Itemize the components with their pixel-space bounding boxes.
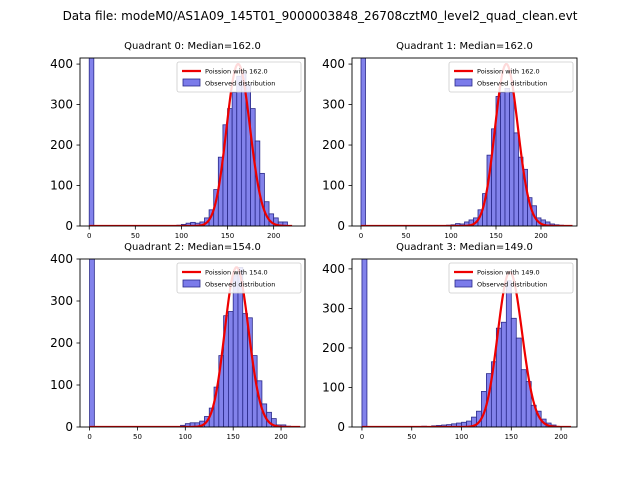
subplot-title: Quadrant 1: Median=162.0 <box>396 41 533 52</box>
y-tick-label: 400 <box>50 57 73 71</box>
legend: Poission with 162.0 Observed distribution <box>176 61 302 93</box>
axes-frame <box>351 57 578 227</box>
legend-line-label: Poission with 149.0 <box>477 269 540 277</box>
histogram-bar <box>500 92 506 226</box>
histogram-bar <box>515 337 522 427</box>
y-tick-label: 200 <box>50 138 73 152</box>
subplot-title: Quadrant 2: Median=154.0 <box>124 242 261 253</box>
legend-box <box>176 61 302 93</box>
x-tick-label: 50 <box>402 232 411 240</box>
legend-line-label: Poission with 154.0 <box>205 269 268 277</box>
x-tick-label: 0 <box>360 433 364 441</box>
x-tick-label: 150 <box>489 232 502 240</box>
histogram-bar <box>361 259 368 427</box>
x-tick-label: 50 <box>131 232 140 240</box>
y-tick-label: 0 <box>65 219 73 233</box>
histogram-bar <box>227 108 233 226</box>
histogram-bar <box>88 58 95 226</box>
x-tick-label: 0 <box>87 232 91 240</box>
x-tick-label: 100 <box>455 433 468 441</box>
x-tick-label: 200 <box>267 232 280 240</box>
axes-frame <box>79 57 306 227</box>
x-tick-label: 0 <box>359 232 363 240</box>
axes-frame <box>351 258 578 428</box>
subplot-quadrant-2: Quadrant 2: Median=154.0 0 50 100 150 200 0 100… <box>50 242 306 441</box>
subplot-quadrant-0: Quadrant 0: Median=162.0 0 50 100 150 200 0 100… <box>50 41 306 240</box>
legend-box <box>448 61 574 93</box>
histogram-bar <box>360 58 366 226</box>
x-tick-label: 200 <box>534 232 547 240</box>
y-tick-label: 100 <box>50 179 73 193</box>
legend-bar-swatch <box>182 78 201 87</box>
y-tick-label: 200 <box>322 138 345 152</box>
legend: Poission with 154.0 Observed distribution <box>176 262 302 294</box>
histogram-bar <box>232 275 239 427</box>
histogram-bar <box>500 321 507 427</box>
legend-bar-label: Observed distribution <box>477 80 547 88</box>
x-tick-label: 100 <box>175 232 188 240</box>
legend-bar-swatch <box>182 279 201 288</box>
subplot-quadrant-1: Quadrant 1: Median=162.0 0 50 100 150 200 0 100… <box>322 41 578 240</box>
histogram-bar <box>236 75 242 226</box>
histogram-bar <box>513 132 519 226</box>
y-tick-label: 300 <box>50 294 73 308</box>
histogram-bar <box>89 259 95 427</box>
y-tick-label: 100 <box>322 380 345 394</box>
x-tick-label: 150 <box>221 232 234 240</box>
y-tick-label: 300 <box>50 98 73 112</box>
y-tick-label: 100 <box>322 179 345 193</box>
legend-line-label: Poission with 162.0 <box>205 68 268 76</box>
x-tick-label: 150 <box>227 433 240 441</box>
y-tick-label: 200 <box>50 336 73 350</box>
y-tick-label: 0 <box>65 420 73 434</box>
histogram-bar <box>231 92 238 226</box>
histogram-bar <box>510 317 517 427</box>
figure-title: Data file: modeM0/AS1A09_145T01_90000038… <box>63 9 578 23</box>
y-tick-label: 200 <box>322 341 345 355</box>
legend: Poission with 149.0 Observed distribution <box>448 262 574 294</box>
histogram-bar <box>505 280 512 427</box>
x-tick-label: 0 <box>87 433 91 441</box>
poisson-curve <box>361 270 572 427</box>
y-tick-label: 0 <box>337 420 345 434</box>
histogram-bar <box>282 221 288 226</box>
histogram-bar <box>520 369 527 427</box>
legend: Poission with 162.0 Observed distribution <box>448 61 574 93</box>
legend-box <box>448 262 574 294</box>
y-tick-label: 0 <box>337 219 345 233</box>
x-tick-label: 200 <box>554 433 567 441</box>
legend-box <box>176 262 302 294</box>
y-tick-label: 400 <box>322 57 345 71</box>
y-tick-label: 300 <box>322 98 345 112</box>
legend-line-label: Poission with 162.0 <box>477 68 540 76</box>
subplot-title: Quadrant 0: Median=162.0 <box>124 41 261 52</box>
histogram-bar <box>504 87 510 226</box>
x-tick-label: 100 <box>444 232 457 240</box>
y-tick-label: 100 <box>50 378 73 392</box>
y-tick-label: 300 <box>322 301 345 315</box>
subplot-quadrant-3: Quadrant 3: Median=149.0 0 50 100 150 200 0 100… <box>322 242 578 441</box>
x-tick-label: 200 <box>274 433 287 441</box>
subplot-title: Quadrant 3: Median=149.0 <box>396 242 533 253</box>
y-tick-label: 400 <box>322 262 345 276</box>
x-tick-label: 150 <box>505 433 518 441</box>
x-tick-label: 100 <box>179 433 192 441</box>
x-tick-label: 50 <box>133 433 142 441</box>
histogram-bar <box>509 92 515 226</box>
legend-bar-label: Observed distribution <box>205 80 275 88</box>
histogram-bar <box>228 311 234 427</box>
legend-bar-swatch <box>454 78 473 87</box>
x-tick-label: 50 <box>407 433 416 441</box>
y-tick-label: 400 <box>50 252 73 266</box>
histogram-bar <box>242 313 248 427</box>
legend-bar-swatch <box>454 279 473 288</box>
legend-bar-label: Observed distribution <box>205 281 275 289</box>
legend-bar-label: Observed distribution <box>477 281 547 289</box>
